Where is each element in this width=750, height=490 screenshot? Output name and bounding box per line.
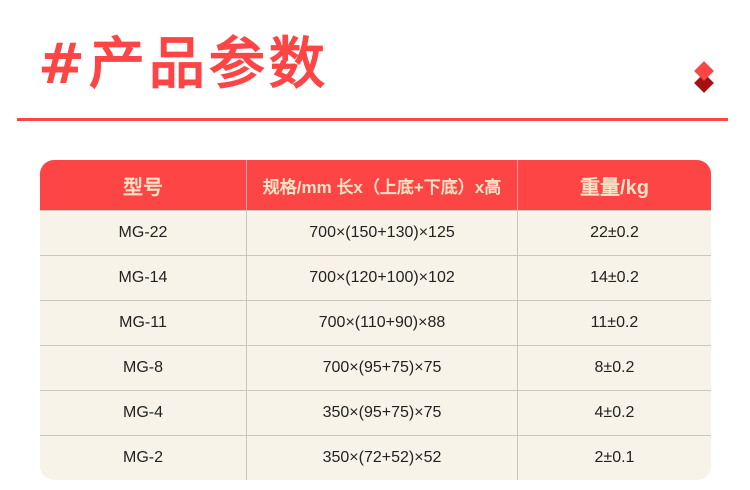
- weight-cell: 4±0.2: [594, 404, 635, 421]
- spec-table: 型号 规格/mm 长x（上底+下底）x高 重量/kg MG-22 700×(150…: [40, 160, 711, 480]
- model-cell: MG-8: [40, 346, 247, 390]
- weight-cell: 11±0.2: [590, 314, 639, 331]
- header-model: 型号: [40, 160, 247, 210]
- table-row: MG-22 700×(150+130)×125 22±0.2: [40, 210, 711, 255]
- weight-cell: 8±0.2: [594, 359, 635, 376]
- weight-cell: 14±0.2: [590, 269, 639, 286]
- diamond-icon: [694, 61, 714, 81]
- spec-cell: 700×(150+130)×125: [247, 211, 518, 255]
- model-cell: MG-11: [40, 301, 247, 345]
- spec-cell: 700×(110+90)×88: [247, 301, 518, 345]
- divider: [17, 118, 728, 121]
- spec-cell: 700×(120+100)×102: [247, 256, 518, 300]
- table-row: MG-8 700×(95+75)×75 8±0.2: [40, 345, 711, 390]
- model-cell: MG-2: [40, 436, 247, 480]
- header-spec: 规格/mm 长x（上底+下底）x高: [247, 160, 518, 210]
- weight-cell: 22±0.2: [590, 224, 639, 241]
- spec-cell: 350×(72+52)×52: [247, 436, 518, 480]
- model-cell: MG-4: [40, 391, 247, 435]
- spec-cell: 350×(95+75)×75: [247, 391, 518, 435]
- spec-cell: 700×(95+75)×75: [247, 346, 518, 390]
- table-header: 型号 规格/mm 长x（上底+下底）x高 重量/kg: [40, 160, 711, 210]
- model-cell: MG-14: [40, 256, 247, 300]
- table-row: MG-11 700×(110+90)×88 11±0.2: [40, 300, 711, 345]
- header-weight: 重量/kg: [580, 176, 649, 199]
- model-cell: MG-22: [40, 211, 247, 255]
- table-row: MG-4 350×(95+75)×75 4±0.2: [40, 390, 711, 435]
- table-row: MG-14 700×(120+100)×102 14±0.2: [40, 255, 711, 300]
- table-row: MG-2 350×(72+52)×52 2±0.1: [40, 435, 711, 480]
- page-title: #产品参数: [38, 32, 329, 97]
- weight-cell: 2±0.1: [594, 449, 635, 466]
